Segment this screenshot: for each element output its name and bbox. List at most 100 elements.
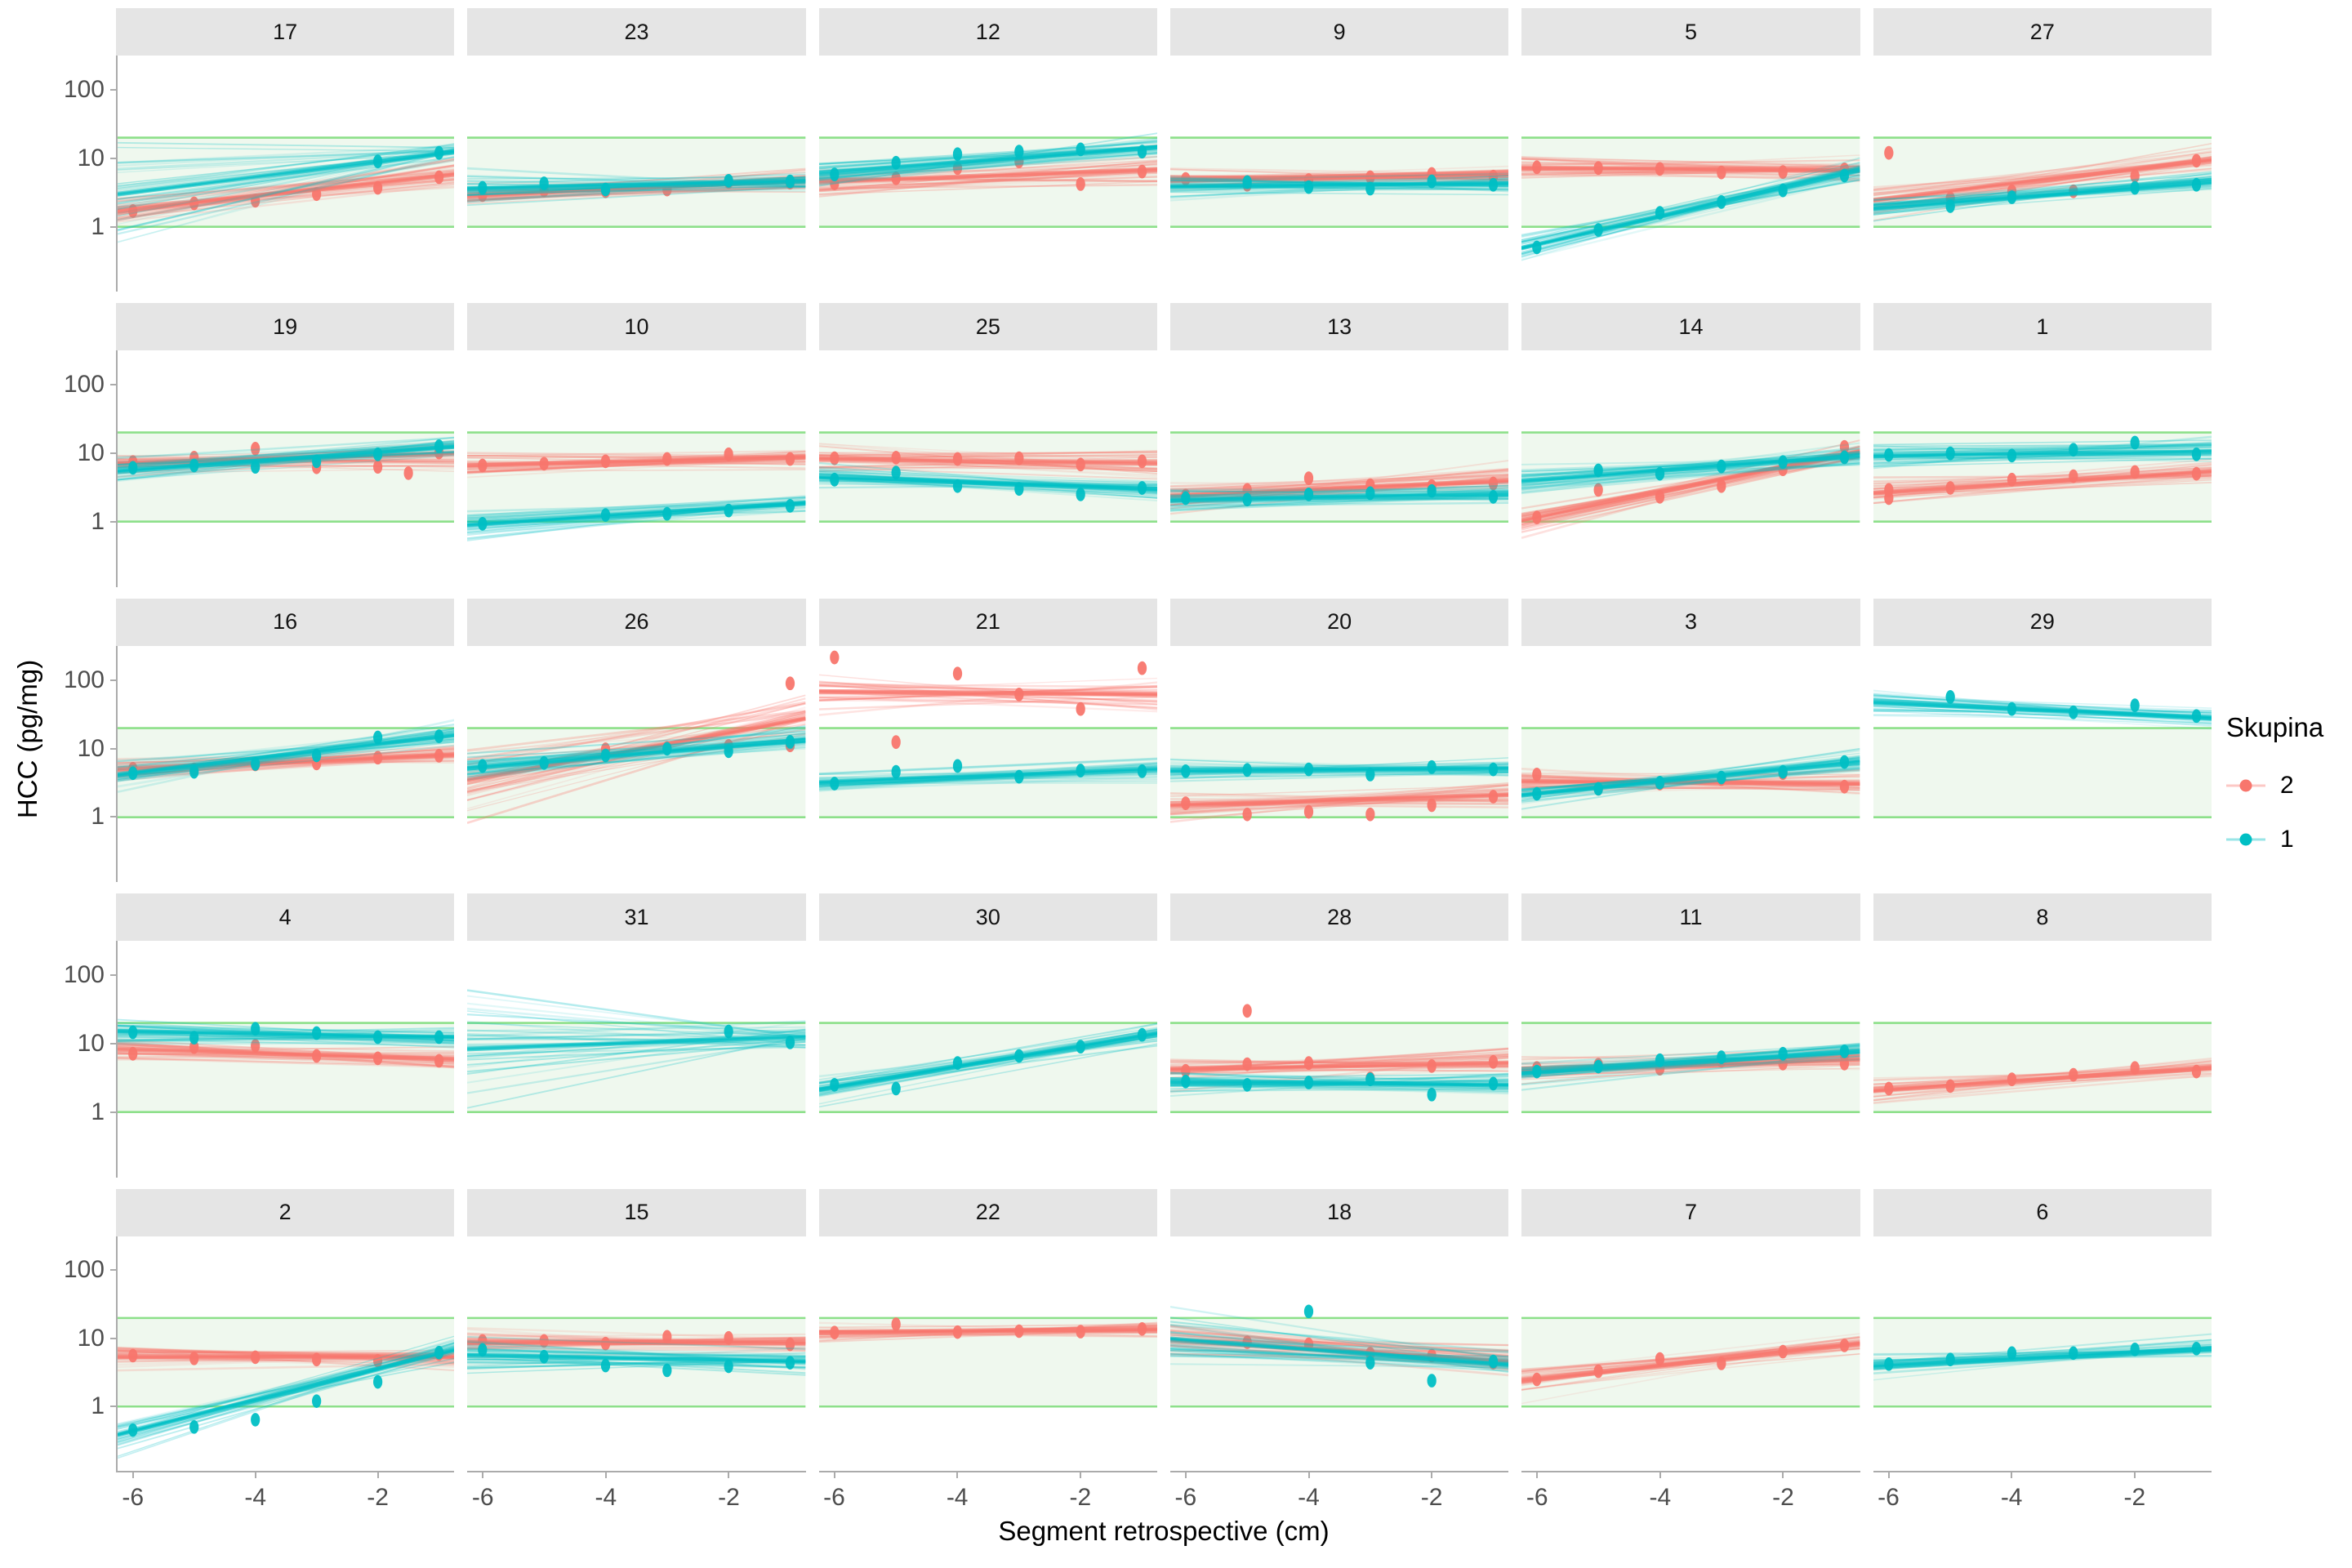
facet-strip-label: 18: [1170, 1188, 1509, 1236]
facet-strip-label: 5: [1521, 8, 1860, 56]
panel-plot-area: -6 -4 -2: [818, 1236, 1157, 1511]
spaghetti-lines-group2: [1170, 782, 1509, 823]
panel-plot-svg: [1170, 431, 1509, 523]
panel-plot-area: -6 -4 -2: [1873, 1236, 2212, 1511]
x-axis-title: Segment retrospective (cm): [998, 1516, 1330, 1546]
facet-strip-label: 3: [1521, 598, 1860, 646]
panel-plot-svg: [1170, 727, 1509, 823]
facet-panel-1: 1: [1873, 303, 2212, 587]
data-points-group1: [478, 734, 795, 773]
facet-panel-5: 5: [1521, 8, 1860, 292]
facet-strip-label: 11: [1521, 893, 1860, 942]
facet-panel-29: 29: [1873, 598, 2212, 883]
data-points-group2: [1532, 160, 1850, 180]
facet-panel-28: 28: [1170, 893, 1509, 1178]
data-points-group1: [724, 1024, 795, 1049]
data-points-group1: [128, 1022, 444, 1045]
panel-plot-area: [1521, 350, 1860, 587]
data-points-group2: [829, 1316, 1147, 1339]
x-tick-label: -2: [2123, 1483, 2146, 1511]
facet-strip-label: 26: [467, 598, 806, 646]
data-points-group2: [128, 1039, 444, 1068]
x-tick-label: -2: [1772, 1483, 1794, 1511]
facet-panel-7: 7 -6 -4 -2: [1521, 1188, 1860, 1511]
panel-plot-svg: [118, 719, 455, 818]
panel-plot-area: 100 10 1: [64, 645, 455, 883]
y-tick-label: 100: [63, 961, 105, 989]
y-tick-label: 1: [91, 1098, 105, 1125]
x-tick-mark: [956, 1470, 959, 1478]
data-points-group1: [829, 142, 1147, 182]
x-tick-label: -2: [1420, 1483, 1443, 1511]
panel-plot-area: [467, 56, 806, 292]
x-tick-label: -6: [823, 1483, 845, 1511]
data-points-group1: [1945, 177, 2201, 213]
x-tick-label: -4: [244, 1483, 267, 1511]
x-tick-label: -4: [1649, 1483, 1672, 1511]
data-points-group2: [1883, 465, 2201, 506]
data-points-group1: [1945, 689, 2201, 723]
y-tick-mark: [110, 452, 118, 455]
panel-plot-svg: [1873, 136, 2212, 229]
data-points-group1: [1181, 484, 1499, 507]
panel-plot-area: 100 10 1: [64, 350, 455, 587]
facet-panel-16: 16 100 10 1: [64, 598, 455, 883]
facet-panel-20: 20: [1170, 598, 1509, 883]
x-tick-label: -6: [1526, 1483, 1548, 1511]
panel-plot-svg: [118, 1018, 455, 1114]
facet-panel-23: 23: [467, 8, 806, 292]
facet-panel-3: 3: [1521, 598, 1860, 883]
x-tick-label: -2: [367, 1483, 389, 1511]
y-tick-label: 100: [63, 75, 105, 103]
x-tick-mark: [482, 1470, 484, 1478]
x-tick-label: -4: [595, 1483, 617, 1511]
x-tick-label: -6: [471, 1483, 494, 1511]
panel-plot-svg: [1521, 431, 1860, 540]
facet-panel-4: 4 100 10 1: [64, 893, 455, 1178]
legend-item-group2: 2: [2226, 764, 2323, 807]
panel-plot-svg: [118, 431, 455, 523]
data-points-group2: [478, 1330, 795, 1352]
panel-plot-svg: [1873, 689, 2212, 818]
data-points-group1: [1532, 755, 1850, 801]
data-points-group2: [1883, 1061, 2201, 1096]
y-tick-mark: [110, 157, 118, 159]
facet-panel-6: 6 -6 -4 -2: [1873, 1188, 2212, 1511]
panel-plot-svg: [1521, 1316, 1860, 1408]
facet-panel-2: 2 100 10 1 -6 -4 -2: [64, 1188, 455, 1511]
panel-plot-area: [467, 645, 806, 883]
y-tick-mark: [110, 1405, 118, 1407]
panel-plot-svg: [1873, 1316, 2212, 1408]
data-points-group1: [478, 499, 795, 532]
x-tick-mark: [1887, 1470, 1890, 1478]
x-tick-mark: [1782, 1470, 1784, 1478]
panel-plot-area: 100 10 1 -6 -4 -2: [64, 1236, 455, 1511]
facet-strip-label: 1: [1873, 303, 2212, 351]
facet-strip-label: 29: [1873, 598, 2212, 646]
facet-panel-17: 17 100 10 1: [64, 8, 455, 292]
x-tick-label: -4: [2000, 1483, 2023, 1511]
x-tick-mark: [1431, 1470, 1433, 1478]
data-points-group2: [1532, 1338, 1850, 1387]
facet-strip-label: 4: [116, 893, 455, 942]
panel-plot-area: [1873, 56, 2212, 292]
x-tick-mark: [1536, 1470, 1539, 1478]
facet-strip-label: 28: [1170, 893, 1509, 942]
panel-plot-area: [467, 350, 806, 587]
legend-title: Skupina: [2226, 712, 2324, 742]
facet-panel-31: 31: [467, 893, 806, 1178]
panel-plot-svg: [467, 1316, 806, 1408]
y-tick-mark: [110, 1043, 118, 1045]
panel-plot-svg: [118, 136, 455, 243]
y-tick-label: 1: [91, 212, 105, 240]
data-points-group1: [829, 466, 1147, 502]
y-tick-label: 1: [91, 508, 105, 536]
x-tick-mark: [833, 1470, 835, 1478]
facet-panel-22: 22 -6 -4 -2: [818, 1188, 1157, 1511]
y-tick-label: 10: [77, 1030, 105, 1058]
panel-plot-svg: [467, 989, 806, 1114]
data-points-group1: [1181, 1072, 1499, 1102]
y-tick-mark: [110, 679, 118, 681]
facet-strip-label: 31: [467, 893, 806, 942]
data-points-group1: [478, 173, 795, 197]
